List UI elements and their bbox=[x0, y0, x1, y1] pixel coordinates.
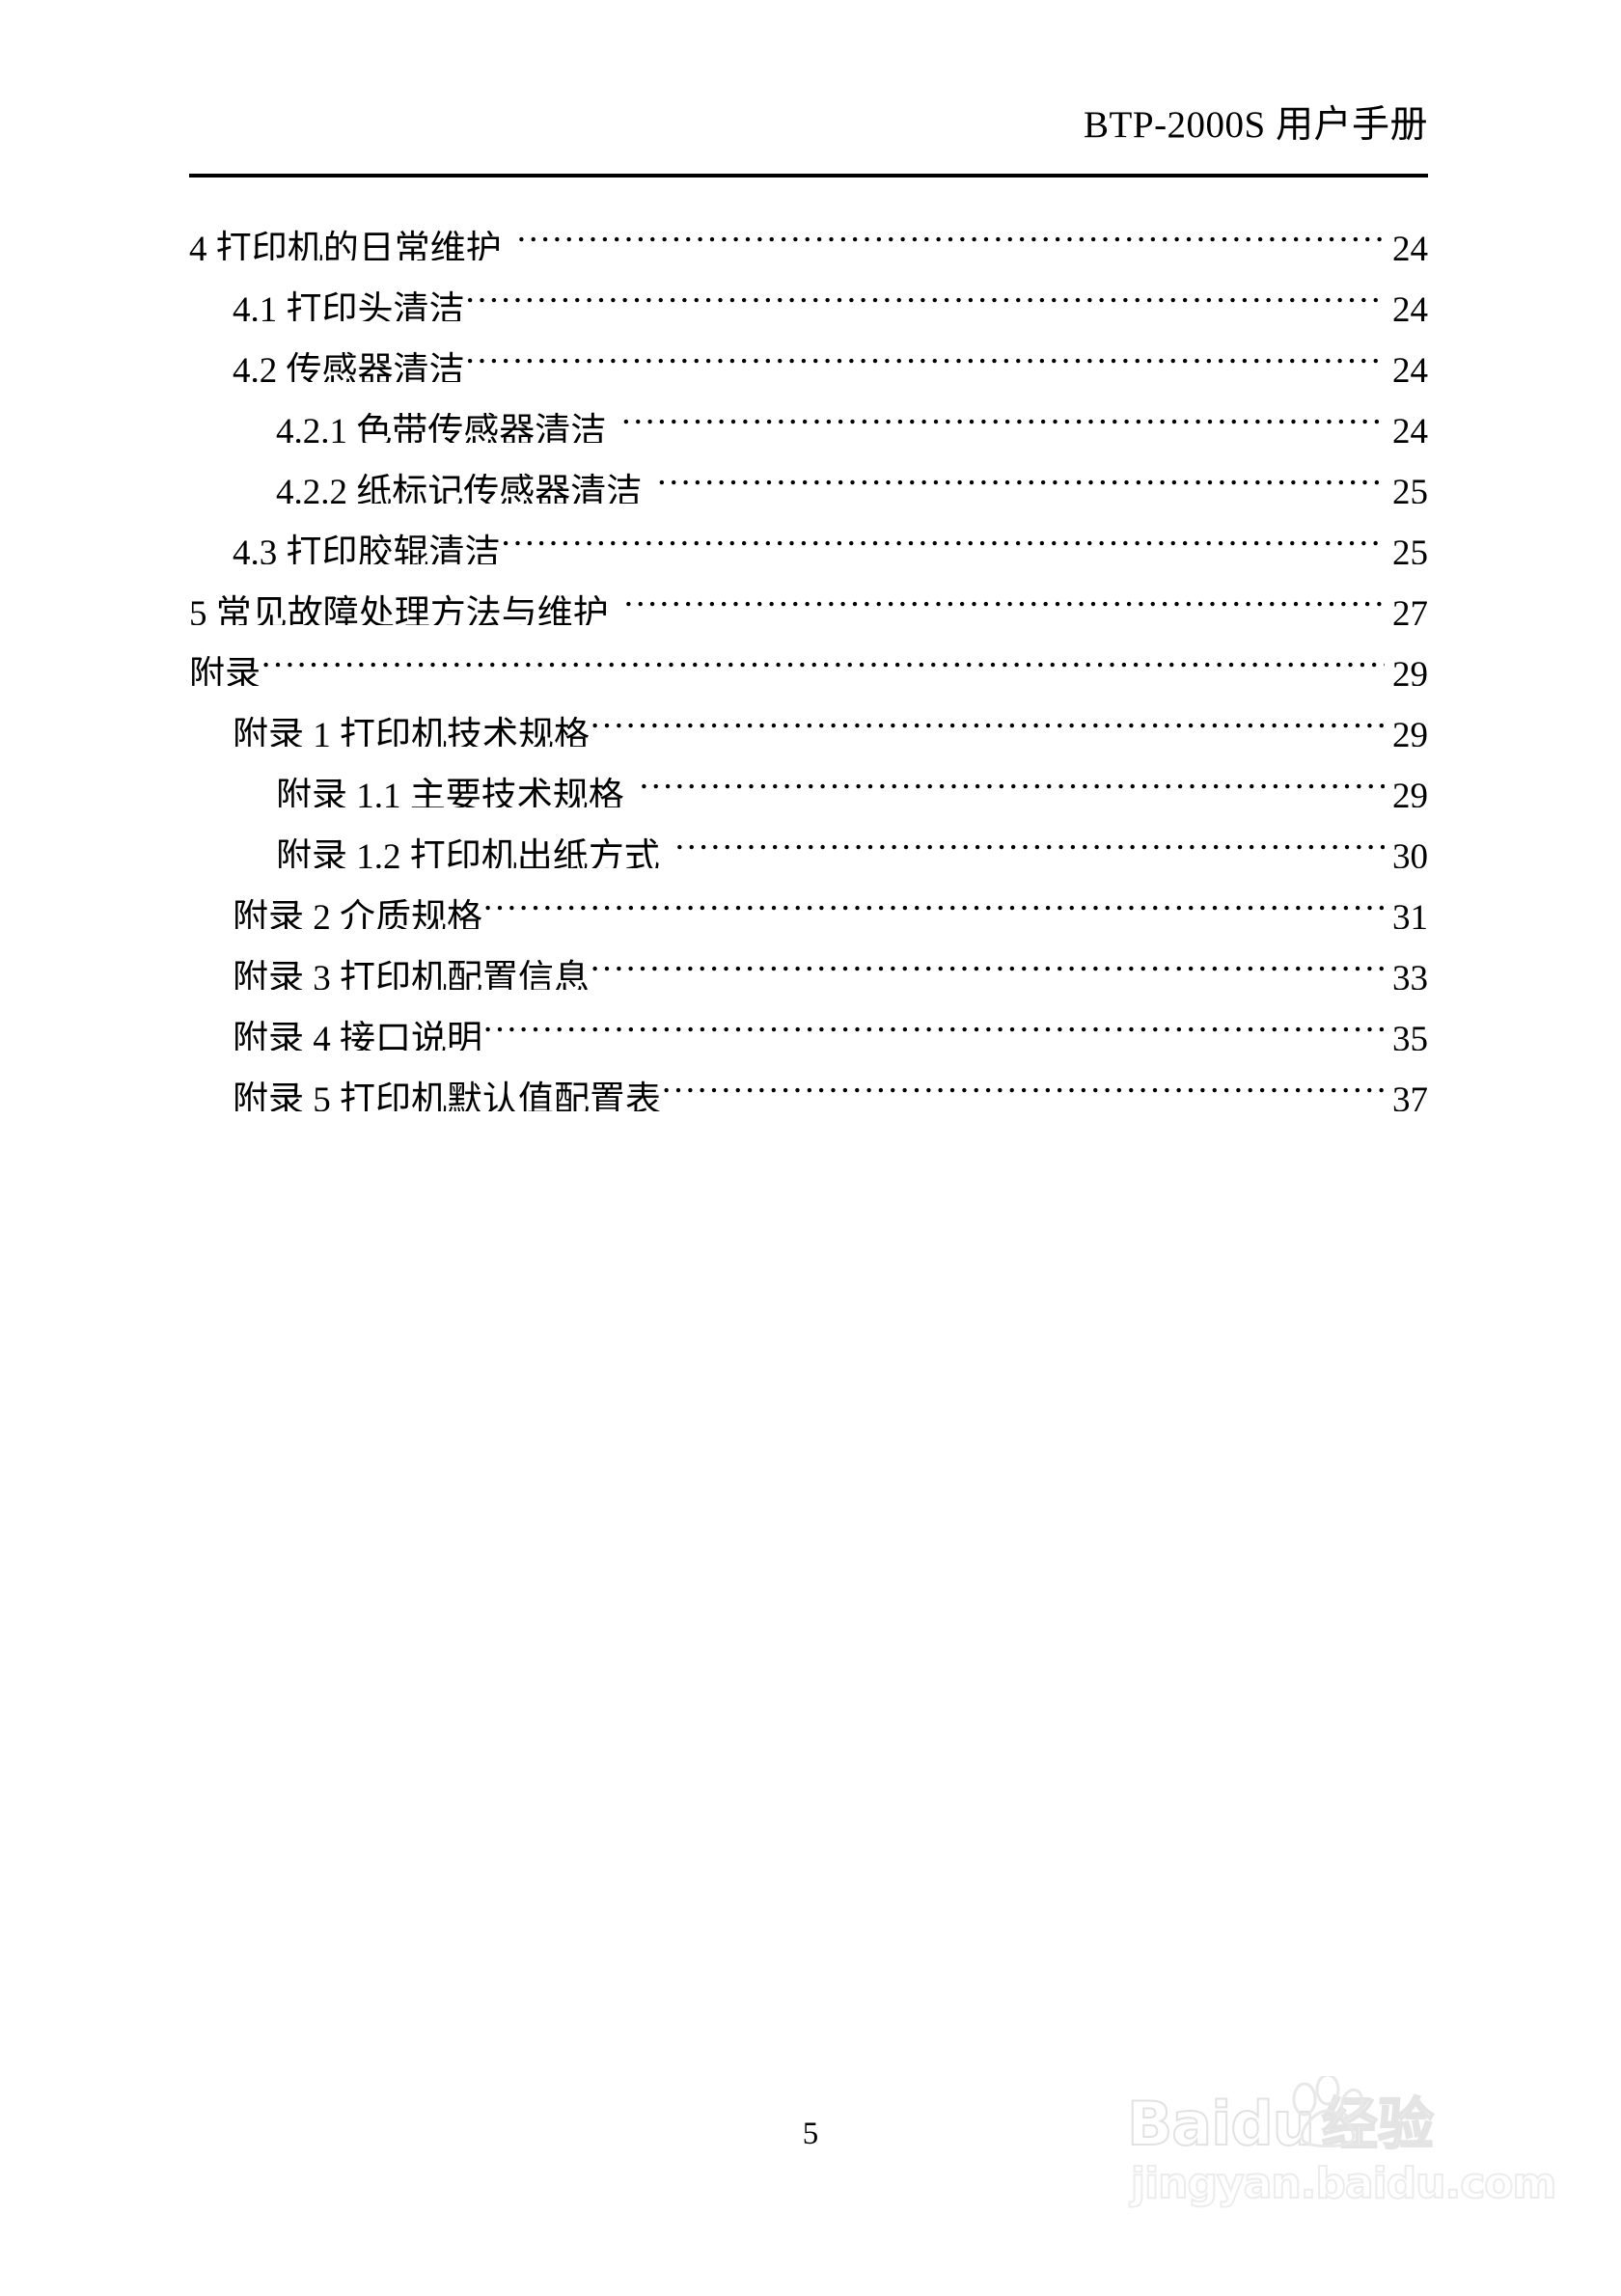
table-of-contents: 4 打印机的日常维护244.1 打印头清洁244.2 传感器清洁244.2.1 … bbox=[189, 200, 1428, 1111]
toc-entry-label: 4.2.1 色带传感器清洁 bbox=[276, 412, 607, 443]
toc-entry[interactable]: 4.1 打印头清洁 24 bbox=[189, 260, 1428, 321]
toc-entry[interactable]: 4.3 打印胶辊清洁 25 bbox=[189, 504, 1428, 564]
toc-entry-page-number: 29 bbox=[1392, 777, 1428, 807]
toc-entry-label: 4.2 传感器清洁 bbox=[233, 351, 465, 382]
toc-entry[interactable]: 附录 2 介质规格 31 bbox=[189, 868, 1428, 929]
watermark-url-text: jingyan.baidu.com bbox=[1130, 2158, 1557, 2209]
header-rule bbox=[189, 174, 1428, 178]
toc-entry-page-number: 35 bbox=[1392, 1020, 1428, 1051]
toc-entry-label: 附录 1 打印机技术规格 bbox=[233, 716, 590, 747]
toc-entry[interactable]: 附录 1.1 主要技术规格 29 bbox=[189, 747, 1428, 807]
toc-dot-leader bbox=[483, 868, 1385, 929]
toc-entry-page-number: 30 bbox=[1392, 837, 1428, 868]
toc-entry-page-number: 24 bbox=[1392, 290, 1428, 321]
toc-entry[interactable]: 附录 4 接口说明 35 bbox=[189, 990, 1428, 1051]
toc-entry[interactable]: 附录 5 打印机默认值配置表 37 bbox=[189, 1051, 1428, 1111]
toc-dot-leader bbox=[621, 382, 1385, 443]
toc-dot-leader bbox=[640, 747, 1385, 807]
toc-entry-label: 4.2.2 纸标记传感器清洁 bbox=[276, 473, 643, 504]
toc-dot-leader bbox=[591, 929, 1385, 990]
toc-dot-leader bbox=[624, 564, 1385, 625]
toc-entry-label: 附录 2 介质规格 bbox=[233, 898, 482, 929]
toc-dot-leader bbox=[261, 625, 1385, 686]
toc-entry-page-number: 29 bbox=[1392, 655, 1428, 686]
toc-entry-page-number: 25 bbox=[1392, 533, 1428, 564]
toc-entry-page-number: 29 bbox=[1392, 716, 1428, 747]
toc-entry-label: 附录 1.1 主要技术规格 bbox=[276, 777, 624, 807]
toc-entry[interactable]: 附录 3 打印机配置信息 33 bbox=[189, 929, 1428, 990]
toc-entry-label: 附录 bbox=[189, 655, 261, 686]
toc-entry[interactable]: 4 打印机的日常维护 24 bbox=[189, 200, 1428, 260]
toc-entry-page-number: 31 bbox=[1392, 898, 1428, 929]
toc-entry[interactable]: 4.2.2 纸标记传感器清洁 25 bbox=[189, 443, 1428, 504]
toc-entry-label: 4 打印机的日常维护 bbox=[189, 230, 502, 260]
toc-entry-page-number: 33 bbox=[1392, 959, 1428, 990]
toc-entry-label: 附录 1.2 打印机出纸方式 bbox=[276, 837, 660, 868]
toc-entry-page-number: 25 bbox=[1392, 473, 1428, 504]
toc-dot-leader bbox=[483, 990, 1385, 1051]
toc-entry[interactable]: 4.2 传感器清洁 24 bbox=[189, 321, 1428, 382]
toc-dot-leader bbox=[591, 686, 1385, 747]
toc-dot-leader bbox=[517, 200, 1385, 260]
toc-entry[interactable]: 附录 1 打印机技术规格 29 bbox=[189, 686, 1428, 747]
toc-entry-label: 4.3 打印胶辊清洁 bbox=[233, 533, 501, 564]
toc-entry-label: 附录 3 打印机配置信息 bbox=[233, 959, 590, 990]
toc-dot-leader bbox=[657, 443, 1385, 504]
toc-entry-label: 附录 5 打印机默认值配置表 bbox=[233, 1080, 661, 1111]
toc-entry-page-number: 24 bbox=[1392, 412, 1428, 443]
running-header: BTP-2000S 用户手册 bbox=[189, 102, 1428, 149]
toc-dot-leader bbox=[466, 321, 1386, 382]
toc-entry-page-number: 37 bbox=[1392, 1080, 1428, 1111]
footer-page-number: 5 bbox=[802, 2117, 819, 2151]
toc-entry-page-number: 24 bbox=[1392, 230, 1428, 260]
toc-entry-label: 4.1 打印头清洁 bbox=[233, 290, 465, 321]
toc-entry-label: 附录 4 接口说明 bbox=[233, 1020, 482, 1051]
header-title: BTP-2000S 用户手册 bbox=[1084, 104, 1428, 146]
toc-dot-leader bbox=[502, 504, 1386, 564]
toc-entry-page-number: 24 bbox=[1392, 351, 1428, 382]
toc-entry-label: 5 常见故障处理方法与维护 bbox=[189, 594, 609, 625]
toc-dot-leader bbox=[662, 1051, 1385, 1111]
toc-entry-page-number: 27 bbox=[1392, 594, 1428, 625]
toc-entry[interactable]: 5 常见故障处理方法与维护 27 bbox=[189, 564, 1428, 625]
toc-entry[interactable]: 附录 1.2 打印机出纸方式 30 bbox=[189, 807, 1428, 868]
toc-entry[interactable]: 附录 29 bbox=[189, 625, 1428, 686]
toc-dot-leader bbox=[675, 807, 1385, 868]
toc-entry[interactable]: 4.2.1 色带传感器清洁 24 bbox=[189, 382, 1428, 443]
toc-dot-leader bbox=[466, 260, 1386, 321]
